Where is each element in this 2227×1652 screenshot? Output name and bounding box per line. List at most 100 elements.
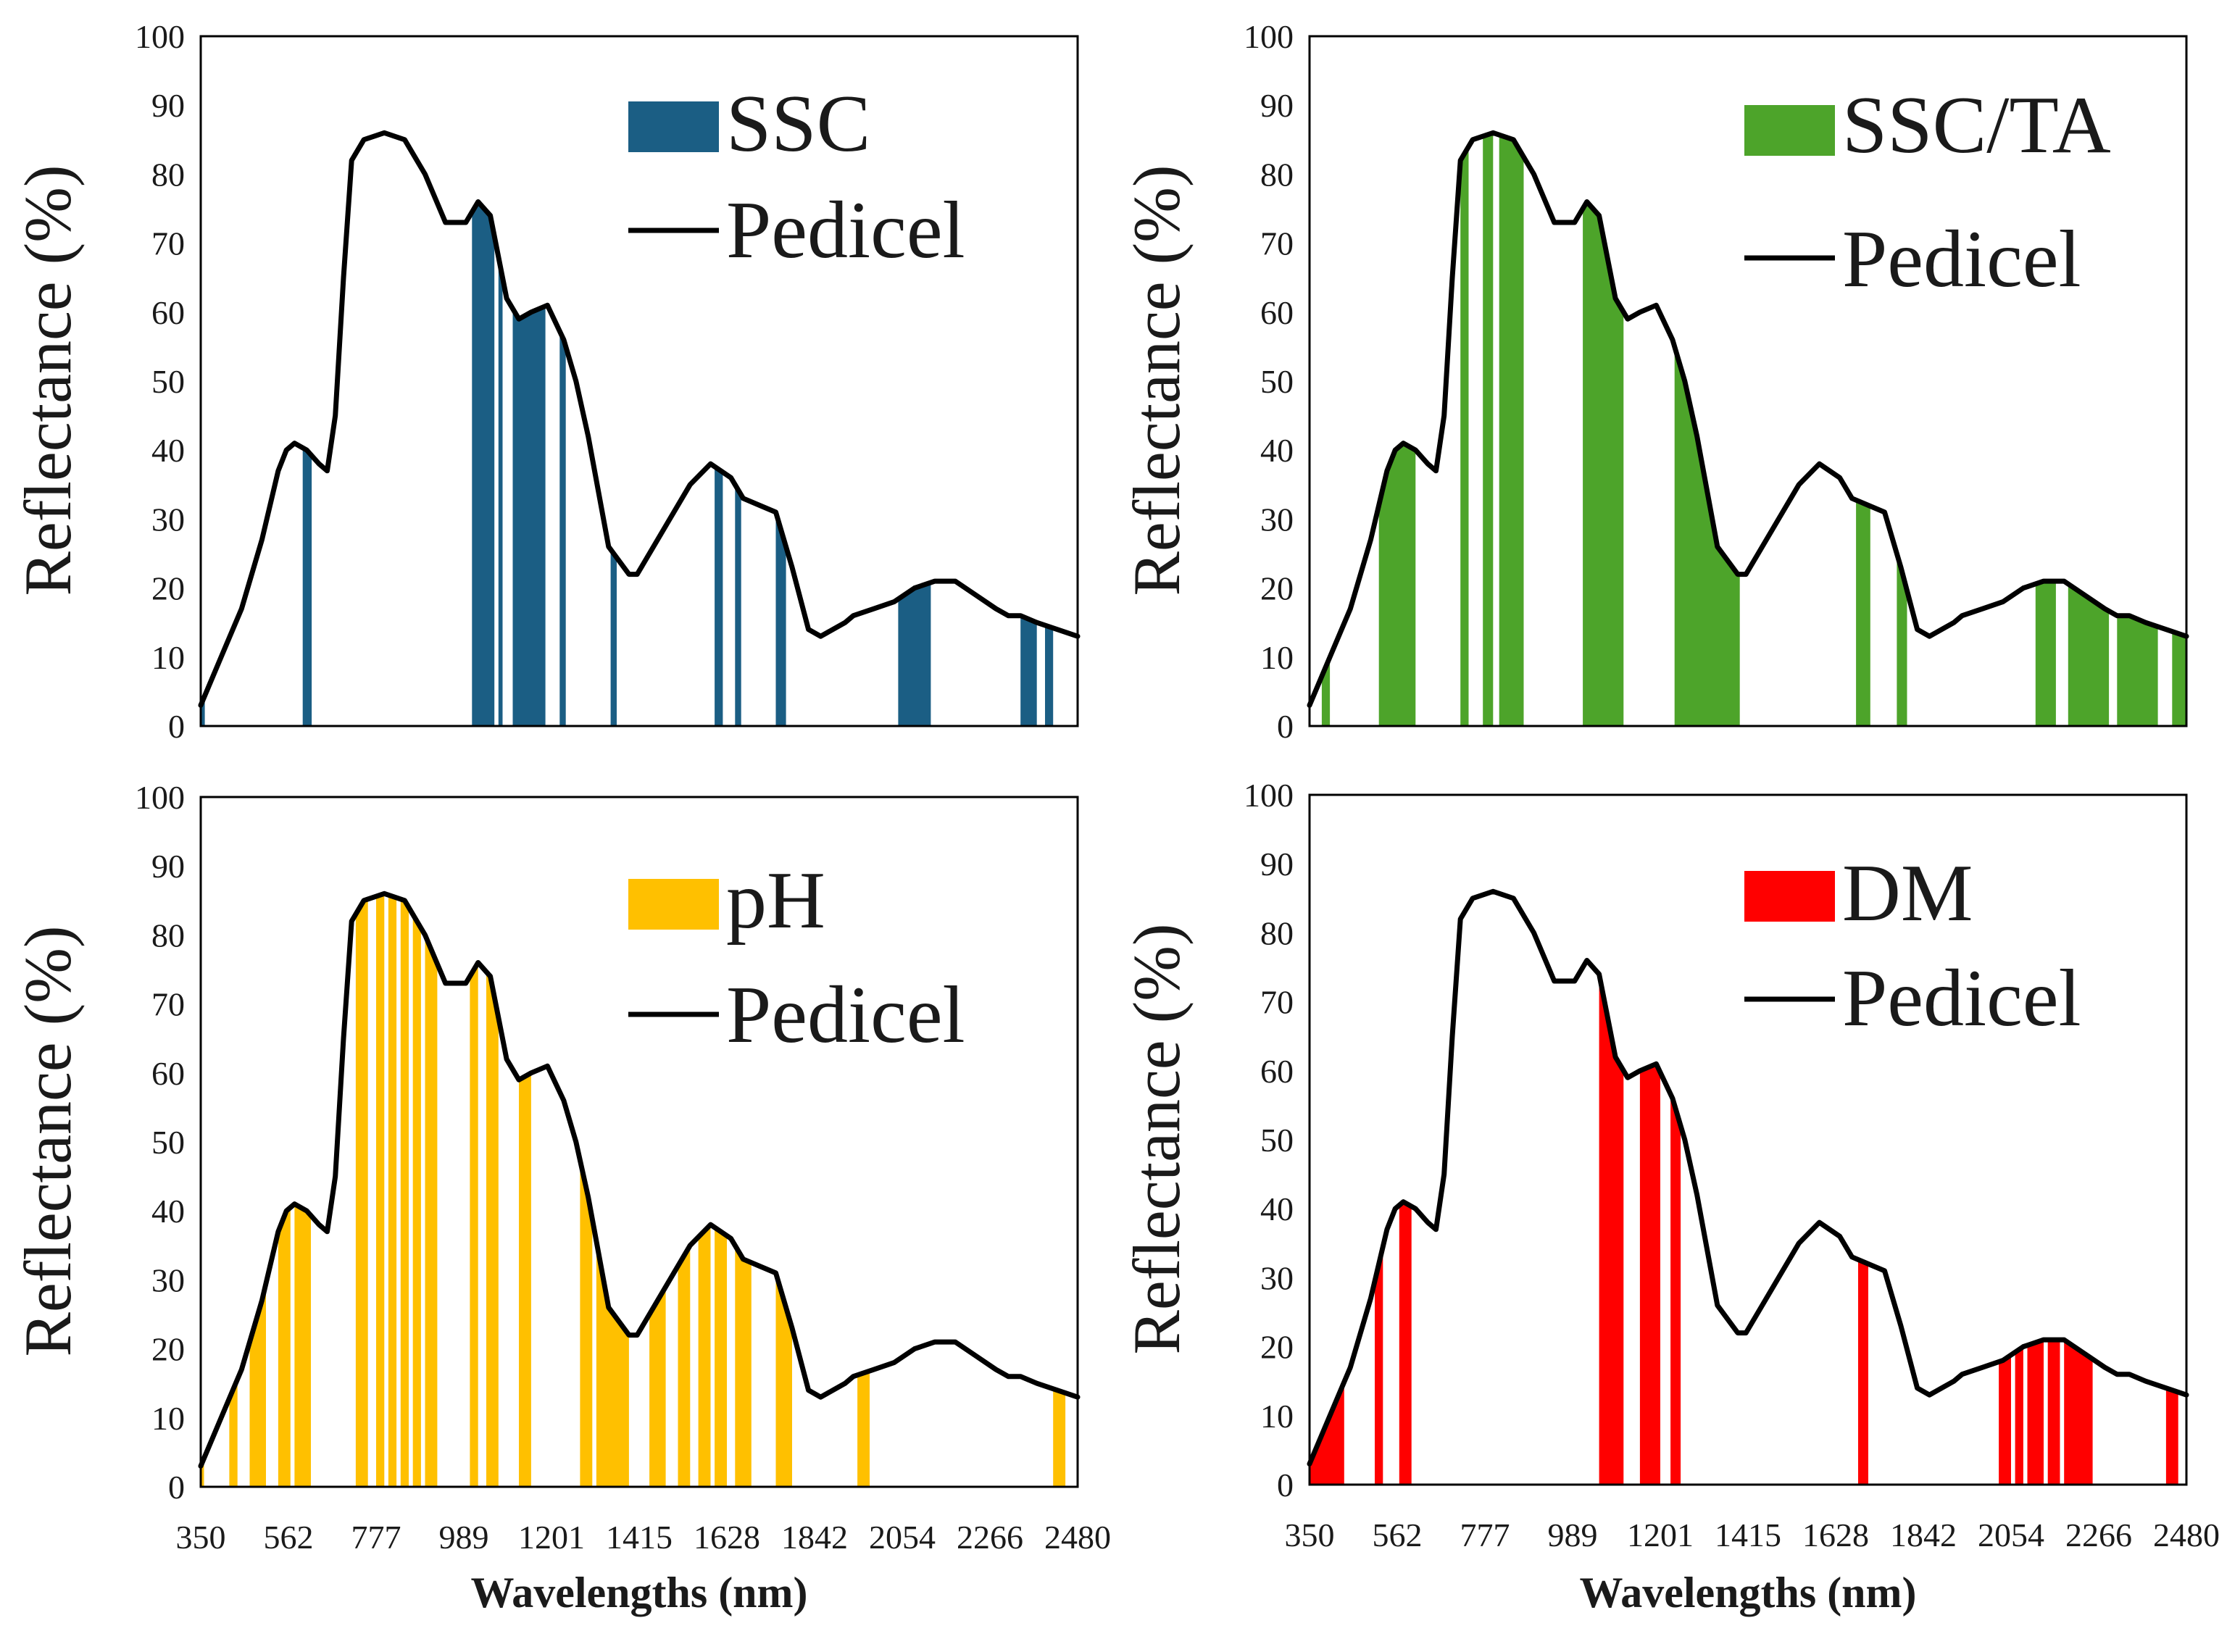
legend-swatch-ssc-ta [1744,105,1835,156]
selected-band [412,914,421,1487]
y-tick-label: 80 [1260,156,1294,193]
selected-band [472,201,495,726]
plot-area: 0 10 20 30 40 50 60 70 80 90 100 [1244,777,2189,1503]
y-tick-label: 90 [1260,87,1294,124]
selected-band [2064,1340,2093,1485]
x-axis-ticks: 350 562 777 989 1201 1415 1628 1842 2054 2266 2480 [176,1519,1112,1556]
selected-band [1674,346,1740,726]
pedicel-line [1307,888,2189,1467]
selected-band [2047,1340,2060,1485]
selected-band [649,1286,666,1487]
selected-band [1897,554,1907,726]
plot-area: 0 10 20 30 40 50 60 70 80 90 100 [135,779,1081,1506]
pedicel-line [198,130,1081,708]
y-tick-label: 70 [151,986,185,1023]
selected-band [775,1272,792,1487]
selected-band [425,935,438,1487]
legend-label-ph: pH [726,856,825,946]
y-tick-label: 60 [1260,1053,1294,1090]
x-tick-label: 777 [1460,1517,1510,1553]
x-tick-label: 562 [1373,1517,1423,1553]
legend: SSC Pedicel [628,79,965,275]
y-tick-label: 50 [1260,1122,1294,1159]
plot-area: 0 10 20 30 40 50 60 70 80 90 100 [1244,18,2189,745]
selected-band [735,484,741,726]
x-tick-label: 562 [264,1519,314,1556]
legend: SSC/TA Pedicel [1744,80,2111,304]
x-axis-ticks: 350 562 777 989 1201 1415 1628 1842 2054 2266 2480 [1285,1517,2220,1553]
y-tick-label: 70 [1260,225,1294,262]
selected-band [355,898,368,1487]
y-tick-label: 100 [135,18,185,55]
plot-frame [1308,35,2188,727]
selected-band [1483,133,1494,727]
selected-band [486,972,499,1487]
selected-band [1583,201,1624,726]
selected-band [302,448,312,726]
y-tick-label: 40 [1260,432,1294,469]
legend-label-pedicel: Pedicel [1842,214,2081,304]
y-axis-label: Reflectance (%) [11,164,85,596]
y-tick-label: 0 [1277,1467,1294,1503]
y-axis-label: Reflectance (%) [11,925,85,1356]
y-tick-label: 90 [151,848,185,885]
y-tick-label: 30 [151,501,185,538]
x-tick-label: 1201 [1627,1517,1694,1553]
selected-band [1399,1201,1412,1485]
selected-band [519,1072,531,1487]
selected-band [1639,1064,1660,1485]
legend-swatch-ph [628,879,719,930]
y-tick-label: 90 [1260,846,1294,883]
x-tick-label: 1628 [1802,1517,1869,1553]
selected-band [294,1203,311,1487]
legend-label-pedicel: Pedicel [1842,954,2081,1043]
selected-band [498,256,503,727]
x-tick-label: 777 [351,1519,401,1556]
pedicel-line [1307,130,2189,708]
selected-band [2068,583,2110,726]
x-tick-label: 2480 [2153,1517,2220,1553]
legend-label-pedicel: Pedicel [726,970,965,1060]
x-tick-label: 2266 [957,1519,1023,1556]
x-tick-label: 2480 [1044,1519,1111,1556]
plot-frame [1308,793,2188,1486]
pedicel-line [198,890,1081,1469]
legend: pH Pedicel [628,856,965,1060]
selected-band [775,512,786,726]
y-tick-label: 30 [151,1261,185,1298]
x-axis-label: Wavelengths (nm) [471,1569,808,1616]
y-tick-label: 80 [151,156,185,193]
x-tick-label: 2054 [1978,1517,2044,1553]
x-tick-label: 1842 [781,1519,848,1556]
y-tick-label: 30 [1260,501,1294,538]
selected-band [1599,974,1624,1485]
selected-band [400,898,409,1487]
selected-band [1670,1093,1681,1485]
x-tick-label: 1628 [694,1519,760,1556]
legend-swatch-dm [1744,871,1835,922]
y-tick-label: 70 [151,225,185,262]
y-tick-label: 10 [1260,639,1294,676]
y-tick-label: 20 [1260,1329,1294,1366]
x-tick-label: 989 [439,1519,489,1556]
y-tick-label: 0 [168,1469,185,1506]
x-tick-label: 2054 [869,1519,936,1556]
y-tick-label: 0 [168,708,185,745]
selected-band [1858,1259,1868,1485]
y-tick-label: 20 [151,570,185,607]
y-tick-label: 100 [1244,777,1294,814]
selected-band [1053,1388,1066,1487]
y-tick-label: 0 [1277,708,1294,745]
panel-ssc: Reflectance (%) 0 10 20 30 40 50 60 70 80 90 100 S… [11,18,1081,745]
selected-band [2015,1346,2023,1485]
x-tick-label: 1415 [606,1519,673,1556]
legend: DM Pedicel [1744,848,2081,1043]
y-tick-label: 90 [151,87,185,124]
y-tick-label: 10 [151,639,185,676]
legend-label-ssc-ta: SSC/TA [1842,80,2111,170]
y-tick-label: 50 [1260,363,1294,400]
y-axis-label: Reflectance (%) [1120,923,1194,1354]
y-tick-label: 70 [1260,984,1294,1021]
